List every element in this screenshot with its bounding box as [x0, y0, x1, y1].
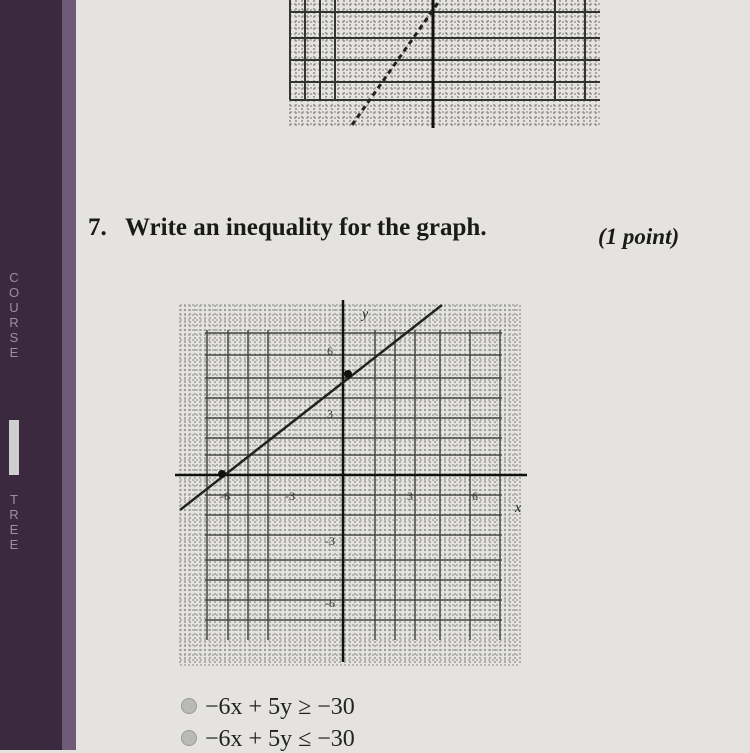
question-number: 7. — [88, 214, 107, 241]
question-points: (1 point) — [598, 224, 680, 249]
y-tick-label: 3 — [327, 407, 333, 421]
course-label[interactable]: COURSE — [8, 270, 20, 360]
axis-label: x — [514, 501, 522, 516]
radio-button[interactable] — [181, 698, 197, 714]
axis-label: y — [360, 307, 369, 322]
y-tick-label: 6 — [327, 344, 333, 358]
sidebar-handle[interactable] — [9, 420, 19, 475]
y-tick-label: -3 — [325, 534, 335, 548]
sidebar — [0, 0, 62, 750]
boundary-line — [350, 0, 442, 126]
tree-label[interactable]: TREE — [9, 492, 19, 552]
question-text: Write an inequality for the graph. — [125, 214, 487, 241]
answer-option[interactable]: −6x + 5y ≥ −30 — [205, 694, 355, 720]
point — [218, 470, 226, 478]
x-tick-label: -6 — [220, 489, 230, 503]
boundary-line — [179, 304, 443, 511]
answer-option[interactable]: −6x + 5y ≤ −30 — [205, 726, 355, 752]
sidebar-edge — [62, 0, 76, 750]
x-tick-label: -3 — [285, 489, 295, 503]
y-tick-label: -6 — [325, 596, 335, 610]
x-tick-label: 6 — [472, 489, 478, 503]
point — [344, 370, 352, 378]
radio-button[interactable] — [181, 730, 197, 746]
x-tick-label: 3 — [407, 489, 413, 503]
